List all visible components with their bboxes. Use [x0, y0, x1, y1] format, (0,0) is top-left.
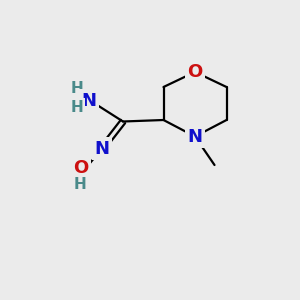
Text: N: N: [81, 92, 96, 110]
Text: N: N: [94, 140, 110, 158]
Text: H: H: [70, 81, 83, 96]
Text: O: O: [188, 63, 202, 81]
Text: O: O: [74, 159, 88, 177]
Text: H: H: [73, 177, 86, 192]
Text: H: H: [70, 100, 83, 116]
Text: N: N: [188, 128, 202, 146]
